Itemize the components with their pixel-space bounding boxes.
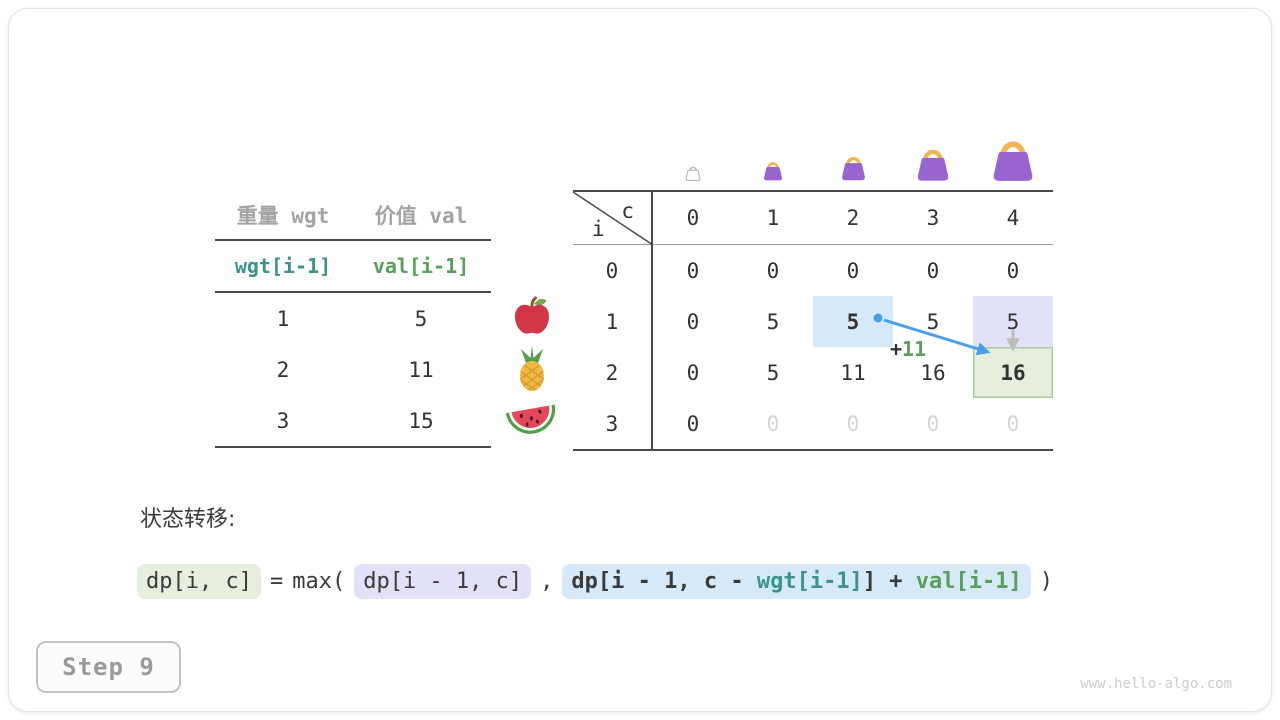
bag-icon-4 (993, 141, 1033, 181)
wgt-index-header: wgt[i-1] (234, 254, 332, 278)
formula-comma: , (540, 568, 554, 594)
formula-arg2-val: val[i-1] (915, 568, 1022, 594)
value-column-header: 价值 val (374, 203, 468, 228)
dp-row-header-0: 0 (573, 245, 653, 296)
dp-col-header-1: 1 (733, 192, 813, 245)
dp-cell-2-0: 0 (686, 360, 700, 385)
add-plus: + (890, 337, 903, 361)
item-value-value: 15 (408, 408, 434, 433)
val-index-header: val[i-1] (372, 254, 470, 278)
dp-cell-3-4: 0 (1006, 411, 1020, 436)
formula-arg2-prefix: dp[i - 1, c - (571, 568, 757, 594)
watermelon-icon (505, 404, 556, 434)
formula-lhs-box: dp[i, c] (137, 563, 261, 599)
step-indicator[interactable]: Step 9 (36, 641, 181, 693)
formula-arg2-wgt: wgt[i-1] (756, 568, 863, 594)
dp-cell-1-4: 5 (973, 296, 1053, 347)
formula-max-open: max( (292, 568, 346, 594)
item-value-value: 11 (408, 357, 434, 382)
apple-icon (515, 296, 549, 334)
item-weight-value: 1 (276, 306, 290, 331)
dp-cell-2-4: 16 (973, 347, 1053, 398)
formula-equals: = (269, 568, 284, 594)
dp-col-header-3: 3 (893, 192, 973, 245)
weight-column-header: 重量 wgt (236, 203, 330, 228)
item-row-2: 2 11 (215, 344, 491, 395)
transition-label: 状态转移: (140, 507, 236, 532)
dp-cell-0-1: 0 (766, 258, 780, 283)
dp-cell-2-1: 5 (766, 360, 780, 385)
item-table-header: 重量 wgt 价值 val (215, 190, 491, 241)
dp-cell-0-0: 0 (686, 258, 700, 283)
item-table-index-header: wgt[i-1] val[i-1] (215, 241, 491, 293)
formula-arg1-box: dp[i - 1, c] (354, 563, 532, 599)
watermark: www.hello-algo.com (1080, 676, 1232, 692)
col-variable-label: c (621, 199, 634, 223)
item-weight-value: 2 (276, 357, 290, 382)
item-weight-value: 3 (276, 408, 290, 433)
dp-col-header-4: 4 (973, 192, 1053, 245)
dp-row-header-3: 3 (573, 398, 653, 449)
dp-cell-1-1: 5 (766, 309, 780, 334)
dp-cell-3-2: 0 (846, 411, 860, 436)
dp-col-header-0: 0 (653, 192, 733, 245)
dp-cell-3-1: 0 (766, 411, 780, 436)
diagonal-divider (573, 192, 653, 245)
dp-cell-0-2: 0 (846, 258, 860, 283)
row-variable-label: i (592, 217, 605, 241)
dp-cell-2-2: 11 (840, 360, 866, 385)
add-value: 11 (902, 337, 927, 361)
dp-cell-2-3: 16 (920, 360, 946, 385)
dp-table: c i 0 1 2 3 4 0 0 0 0 0 0 1 0 5 5 5 5 2 0 5 11 16 16 3 0 0 0 0 0 (573, 190, 1053, 451)
formula-arg2-mid: ] + (862, 568, 916, 594)
bag-icon-2 (842, 157, 865, 181)
item-value-value: 5 (414, 306, 428, 331)
item-row-3: 3 15 (215, 395, 491, 446)
formula-arg2-box: dp[i - 1, c - wgt[i-1]] + val[i-1] (562, 563, 1031, 599)
dp-cell-0-4: 0 (1006, 258, 1020, 283)
bag-icon-3 (917, 149, 949, 181)
dp-cell-3-0: 0 (686, 411, 700, 436)
bag-icon-1 (764, 162, 782, 181)
transition-formula: dp[i, c] = max( dp[i - 1, c] , dp[i - 1,… (137, 561, 1053, 601)
bag-empty-icon (685, 166, 701, 182)
pineapple-icon (520, 345, 544, 391)
dp-row-header-2: 2 (573, 347, 653, 398)
dp-cell-3-3: 0 (926, 411, 940, 436)
item-table-body: 1 5 2 11 3 15 (215, 293, 491, 446)
dp-corner-cell: c i (573, 192, 653, 245)
formula-close-paren: ) (1039, 568, 1054, 594)
dp-cell-0-3: 0 (926, 258, 940, 283)
item-table: 重量 wgt 价值 val wgt[i-1] val[i-1] 1 5 2 11 3 15 (215, 190, 491, 448)
dp-row-header-1: 1 (573, 296, 653, 347)
add-value-label: +11 (890, 337, 926, 361)
dp-cell-1-2: 5 (813, 296, 893, 347)
dp-cell-1-0: 0 (686, 309, 700, 334)
dp-col-header-2: 2 (813, 192, 893, 245)
